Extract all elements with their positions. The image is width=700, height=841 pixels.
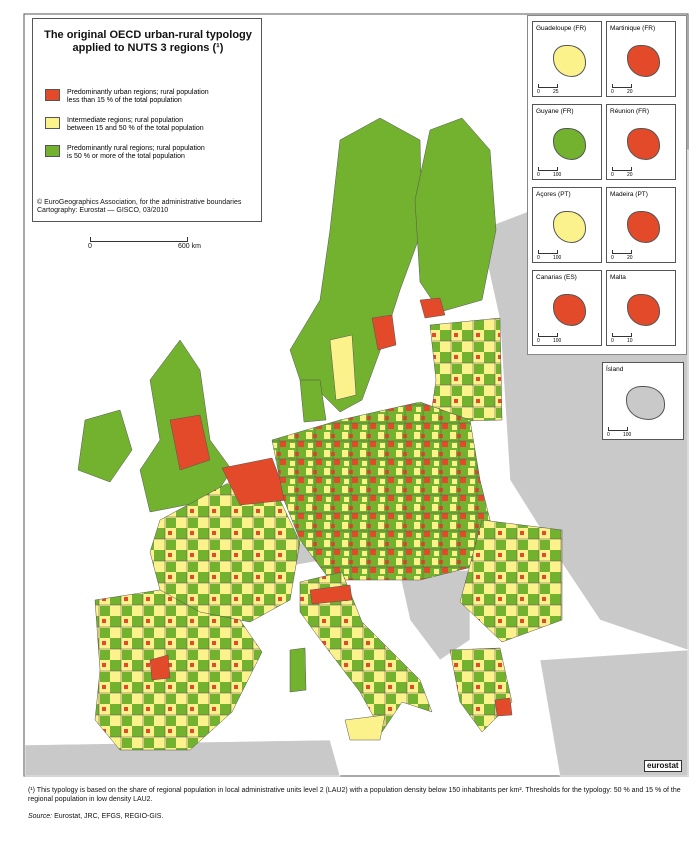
title: The original OECD urban-rural typology a… — [33, 29, 263, 55]
inset-scale-bar — [538, 250, 558, 254]
legend-label: between 15 and 50 % of the total populat… — [67, 125, 204, 132]
inset-scale-label: 100 — [553, 172, 562, 178]
inset-scale-bar — [612, 333, 632, 337]
credits: © EuroGeographics Association, for the a… — [37, 199, 241, 215]
source-label: Source: — [28, 813, 53, 820]
inset-scale-label: 0 — [611, 255, 614, 261]
inset-name: Madeira (PT) — [610, 191, 648, 198]
inset-scale-label: 0 — [537, 255, 540, 261]
inset-name: Réunion (FR) — [610, 108, 650, 115]
inset-land — [552, 293, 587, 327]
credit-line: © EuroGeographics Association, for the a… — [37, 199, 242, 206]
legend-label: Intermediate regions; rural population — [67, 117, 183, 124]
inset-scale-label: 0 — [611, 172, 614, 178]
legend-box: The original OECD urban-rural typology a… — [32, 18, 262, 222]
inset-name: Canarias (ES) — [536, 274, 577, 281]
credit-line: Cartography: Eurostat — GISCO, 03/2010 — [37, 207, 169, 214]
inset: Canarias (ES) 0 100 — [532, 270, 602, 346]
inset-scale-label: 20 — [627, 89, 633, 95]
inset-scale-label: 20 — [627, 172, 633, 178]
scale-label: 0 — [88, 243, 92, 250]
legend-label: Predominantly urban regions; rural popul… — [67, 89, 209, 96]
inset-scale-label: 0 — [607, 432, 610, 438]
inset-scale-bar — [612, 167, 632, 171]
regions — [77, 117, 563, 751]
source-text: Eurostat, JRC, EFGS, REGIO-GIS. — [54, 813, 164, 820]
inset-scale-label: 100 — [623, 432, 632, 438]
inset-land — [626, 44, 661, 78]
inset-land — [626, 210, 661, 244]
inset-scale-label: 25 — [553, 89, 559, 95]
legend-swatch — [45, 117, 60, 129]
scale-bar — [90, 237, 188, 242]
inset-scale-bar — [608, 427, 628, 431]
inset-scale-label: 10 — [627, 338, 633, 344]
inset-scale-bar — [538, 84, 558, 88]
inset-scale-bar — [538, 167, 558, 171]
legend-label: less than 15 % of the total population — [67, 97, 182, 104]
inset-land — [625, 386, 665, 420]
inset-land — [552, 44, 587, 78]
inset: Madeira (PT) 0 20 — [606, 187, 676, 263]
inset: Malta 0 10 — [606, 270, 676, 346]
inset-scale-label: 100 — [553, 255, 562, 261]
inset-scale-label: 0 — [537, 89, 540, 95]
inset-scale-bar — [612, 84, 632, 88]
inset: Guadeloupe (FR) 0 25 — [532, 21, 602, 97]
inset-name: Guadeloupe (FR) — [536, 25, 587, 32]
inset-land — [552, 127, 587, 161]
inset-name: Açores (PT) — [536, 191, 571, 198]
legend-swatch — [45, 145, 60, 157]
inset-name: Ísland — [606, 366, 624, 373]
legend-label: is 50 % or more of the total population — [67, 153, 185, 160]
inset-scale-bar — [612, 250, 632, 254]
legend-label: Predominantly rural regions; rural popul… — [67, 145, 205, 152]
inset-name: Guyane (FR) — [536, 108, 574, 115]
inset-scale-label: 0 — [537, 172, 540, 178]
inset: Réunion (FR) 0 20 — [606, 104, 676, 180]
scale-label: 600 km — [178, 243, 201, 250]
inset-scale-bar — [538, 333, 558, 337]
inset-scale-label: 100 — [553, 338, 562, 344]
inset-land — [552, 210, 587, 244]
inset: Ísland 0 100 — [602, 362, 684, 440]
inset-scale-label: 0 — [537, 338, 540, 344]
title-line: applied to NUTS 3 regions (¹) — [72, 42, 224, 54]
source: Source: Eurostat, JRC, EFGS, REGIO-GIS. — [28, 813, 163, 821]
inset: Martinique (FR) 0 20 — [606, 21, 676, 97]
logo: eurostat — [644, 760, 682, 772]
legend-swatch — [45, 89, 60, 101]
title-line: The original OECD urban-rural typology — [44, 29, 252, 41]
inset: Açores (PT) 0 100 — [532, 187, 602, 263]
inset-scale-label: 0 — [611, 89, 614, 95]
inset-scale-label: 20 — [627, 255, 633, 261]
inset-name: Martinique (FR) — [610, 25, 656, 32]
inset: Guyane (FR) 0 100 — [532, 104, 602, 180]
footnote: (¹) This typology is based on the share … — [28, 787, 681, 803]
inset-land — [626, 293, 661, 327]
inset-scale-label: 0 — [611, 338, 614, 344]
inset-name: Malta — [610, 274, 626, 281]
inset-land — [626, 127, 661, 161]
